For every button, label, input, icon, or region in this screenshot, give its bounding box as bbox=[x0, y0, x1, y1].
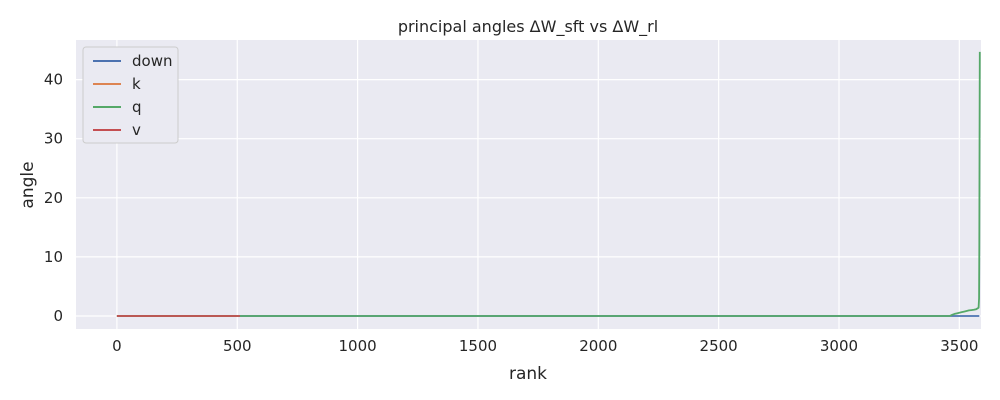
x-tick-label: 0 bbox=[112, 337, 122, 355]
x-tick-label: 500 bbox=[223, 337, 252, 355]
legend-label-down: down bbox=[132, 52, 172, 70]
legend-label-k: k bbox=[132, 75, 141, 93]
y-axis-title: angle bbox=[18, 161, 38, 208]
legend-box bbox=[82, 46, 179, 144]
y-tick-label: 20 bbox=[44, 189, 63, 207]
y-tick-label: 40 bbox=[44, 71, 63, 89]
legend: down kqv bbox=[82, 46, 179, 144]
x-tick-label: 2500 bbox=[700, 337, 738, 355]
x-axis-title: rank bbox=[509, 364, 547, 384]
series-line-q bbox=[116, 51, 981, 317]
legend-label-v: v bbox=[132, 121, 141, 139]
y-tick-label: 30 bbox=[44, 130, 63, 148]
x-tick-label: 1000 bbox=[339, 337, 377, 355]
x-tick-label: 1500 bbox=[459, 337, 497, 355]
plot-area bbox=[76, 40, 981, 329]
x-tick-label: 3500 bbox=[940, 337, 978, 355]
y-tick-labels: 0 10 20 30 40 bbox=[44, 71, 63, 325]
x-tick-label: 3000 bbox=[820, 337, 858, 355]
y-tick-label: 0 bbox=[53, 307, 63, 325]
x-tick-label: 2000 bbox=[579, 337, 617, 355]
legend-label-q: q bbox=[132, 98, 142, 116]
series-layer bbox=[116, 51, 981, 317]
x-tick-labels: 0 500 1000 1500 2000 2500 3000 3500 bbox=[112, 337, 978, 355]
y-tick-label: 10 bbox=[44, 248, 63, 266]
chart-title: principal angles ΔW_sft vs ΔW_rl bbox=[398, 17, 658, 37]
